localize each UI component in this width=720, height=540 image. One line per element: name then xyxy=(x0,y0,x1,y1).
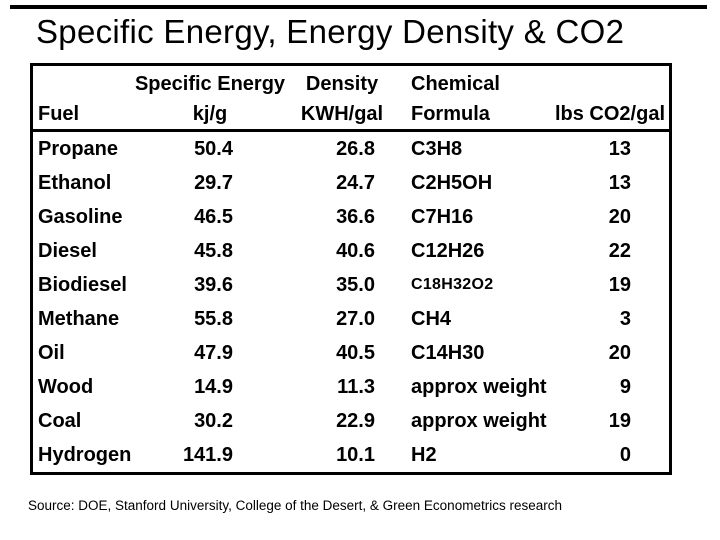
cell-specific-energy: 50.4 xyxy=(194,137,233,160)
cell-fuel: Oil xyxy=(38,341,65,364)
cell-lbs-co2: 19 xyxy=(608,409,631,432)
cell-fuel: Gasoline xyxy=(38,205,123,228)
header-line2: kj/g xyxy=(192,103,228,125)
header-line1 xyxy=(38,69,133,99)
header-cell-lbs-co2: lbs CO2/gal xyxy=(547,69,669,129)
cell-lbs-co2: 13 xyxy=(608,137,631,160)
header-line2: KWH/gal xyxy=(300,103,384,125)
cell-specific-energy: 47.9 xyxy=(194,341,233,364)
fuel-data-table: Fuel Specific Energy kj/g Density KWH/ga… xyxy=(30,63,672,475)
table-row: Oil 47.9 40.5 C14H30 20 xyxy=(33,336,669,370)
header-line1: Specific Energy xyxy=(134,73,286,95)
cell-fuel: Propane xyxy=(38,137,119,160)
cell-density: 40.6 xyxy=(336,239,375,262)
cell-formula: C3H8 xyxy=(411,137,463,160)
cell-formula: C12H26 xyxy=(411,239,485,262)
header-cell-density: Density KWH/gal xyxy=(287,69,397,129)
header-cell-specific-energy: Specific Energy kj/g xyxy=(133,69,287,129)
cell-specific-energy: 55.8 xyxy=(194,307,233,330)
cell-density: 27.0 xyxy=(336,307,375,330)
cell-formula: approx weight xyxy=(411,375,547,398)
cell-formula: H2 xyxy=(411,443,437,466)
header-line1: Chemical xyxy=(411,73,500,95)
cell-density: 35.0 xyxy=(336,273,375,296)
table-row: Hydrogen 141.9 10.1 H2 0 xyxy=(33,438,669,472)
table-row: Coal 30.2 22.9 approx weight 19 xyxy=(33,404,669,438)
header-line2: lbs CO2/gal xyxy=(554,103,665,125)
cell-fuel: Ethanol xyxy=(38,171,112,194)
table-row: Methane 55.8 27.0 CH4 3 xyxy=(33,302,669,336)
cell-lbs-co2: 20 xyxy=(608,341,631,364)
cell-lbs-co2: 0 xyxy=(619,443,631,466)
cell-density: 40.5 xyxy=(336,341,375,364)
header-line1: Density xyxy=(305,73,379,95)
cell-lbs-co2: 13 xyxy=(608,171,631,194)
cell-specific-energy: 39.6 xyxy=(194,273,233,296)
table-row: Wood 14.9 11.3 approx weight 9 xyxy=(33,370,669,404)
table-row: Propane 50.4 26.8 C3H8 13 xyxy=(33,132,669,166)
cell-specific-energy: 46.5 xyxy=(194,205,233,228)
table-row: Gasoline 46.5 36.6 C7H16 20 xyxy=(33,200,669,234)
table-header-row: Fuel Specific Energy kj/g Density KWH/ga… xyxy=(33,66,669,132)
cell-density: 26.8 xyxy=(336,137,375,160)
cell-fuel: Diesel xyxy=(38,239,97,262)
cell-formula: C18H32O2 xyxy=(411,276,494,293)
header-line2: Fuel xyxy=(38,103,80,125)
cell-density: 36.6 xyxy=(336,205,375,228)
header-line1 xyxy=(547,69,665,99)
table-row: Diesel 45.8 40.6 C12H26 22 xyxy=(33,234,669,268)
header-cell-fuel: Fuel xyxy=(33,69,133,129)
cell-lbs-co2: 22 xyxy=(608,239,631,262)
header-cell-chemical-formula: Chemical Formula xyxy=(397,69,547,129)
cell-specific-energy: 29.7 xyxy=(194,171,233,194)
cell-fuel: Coal xyxy=(38,409,82,432)
cell-specific-energy: 141.9 xyxy=(182,443,233,466)
cell-fuel: Methane xyxy=(38,307,120,330)
cell-specific-energy: 14.9 xyxy=(194,375,233,398)
table-row: Ethanol 29.7 24.7 C2H5OH 13 xyxy=(33,166,669,200)
cell-specific-energy: 30.2 xyxy=(194,409,233,432)
cell-density: 10.1 xyxy=(336,443,375,466)
cell-formula: C7H16 xyxy=(411,205,474,228)
slide-title: Specific Energy, Energy Density & CO2 xyxy=(36,13,625,50)
cell-density: 22.9 xyxy=(336,409,375,432)
cell-fuel: Wood xyxy=(38,375,94,398)
cell-lbs-co2: 19 xyxy=(608,273,631,296)
source-note: Source: DOE, Stanford University, Colleg… xyxy=(28,498,562,513)
cell-formula: C14H30 xyxy=(411,341,485,364)
table-row: Biodiesel 39.6 35.0 C18H32O2 19 xyxy=(33,268,669,302)
table-rows: Propane 50.4 26.8 C3H8 13 Ethanol 29.7 2… xyxy=(33,132,669,472)
cell-fuel: Biodiesel xyxy=(38,273,127,296)
cell-lbs-co2: 20 xyxy=(608,205,631,228)
cell-fuel: Hydrogen xyxy=(38,443,132,466)
cell-formula: C2H5OH xyxy=(411,171,493,194)
cell-lbs-co2: 9 xyxy=(619,375,631,398)
header-line2: Formula xyxy=(411,103,490,125)
cell-specific-energy: 45.8 xyxy=(194,239,233,262)
cell-formula: approx weight xyxy=(411,409,547,432)
top-rule xyxy=(10,5,707,9)
cell-density: 24.7 xyxy=(336,171,375,194)
cell-density: 11.3 xyxy=(337,375,375,398)
cell-formula: CH4 xyxy=(411,307,452,330)
cell-lbs-co2: 3 xyxy=(619,307,631,330)
